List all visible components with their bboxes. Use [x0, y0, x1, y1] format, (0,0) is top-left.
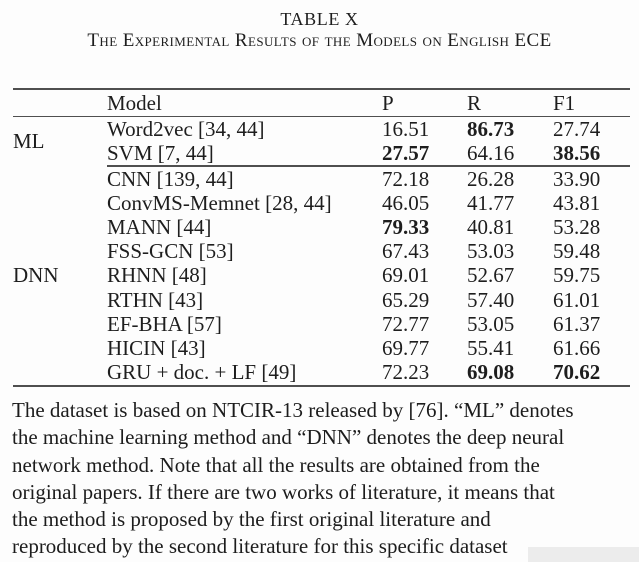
table-caption: The Experimental Results of the Models o… — [87, 30, 552, 51]
model-cell: EF-BHA [57] — [107, 312, 222, 336]
table-row: RTHN [43] 65.29 57.40 61.01 — [13, 288, 630, 312]
page-edge-artifact — [528, 547, 639, 562]
p-cell: 72.77 — [382, 312, 430, 336]
model-cell: ConvMS-Memnet [28, 44] — [107, 191, 332, 215]
p-cell: 69.01 — [382, 263, 430, 288]
r-cell: 40.81 — [467, 215, 515, 239]
r-cell: 53.05 — [467, 312, 515, 336]
model-column-header: Model — [107, 88, 382, 117]
p-cell: 27.57 — [382, 141, 467, 167]
f1-cell: 33.90 — [553, 166, 601, 191]
footnote-line: the machine learning method and “DNN” de… — [12, 425, 565, 450]
r-cell: 26.28 — [467, 166, 515, 191]
f1-column-header: F1 — [553, 88, 630, 117]
table-row: HICIN [43] 69.77 55.41 61.66 — [13, 336, 630, 360]
model-cell: CNN [139, 44] — [107, 166, 234, 191]
r-cell: 53.03 — [467, 239, 515, 264]
group-label-dnn: DNN — [13, 166, 107, 387]
table-footnote: The dataset is based on NTCIR-13 release… — [12, 397, 639, 561]
footnote-line: The dataset is based on NTCIR-13 release… — [12, 398, 574, 422]
model-cell: GRU + doc. + LF [49] — [107, 360, 382, 387]
model-cell: MANN [44] — [107, 215, 212, 239]
table-number-title: TABLE X — [280, 9, 359, 29]
f1-cell: 61.66 — [553, 336, 601, 360]
model-cell: Word2vec [34, 44] — [107, 116, 265, 141]
p-cell: 72.18 — [382, 166, 430, 191]
table-row: ConvMS-Memnet [28, 44] 46.05 41.77 43.81 — [13, 191, 630, 215]
table-row: RHNN [48] 69.01 52.67 59.75 — [13, 264, 630, 288]
p-cell: 72.23 — [382, 360, 467, 387]
model-cell: SVM [7, 44] — [107, 141, 382, 167]
table-row: SVM [7, 44] 27.57 64.16 38.56 — [13, 141, 630, 167]
group-label-ml: ML — [13, 129, 45, 153]
p-cell: 67.43 — [382, 239, 430, 264]
recall-column-header: R — [467, 88, 553, 117]
model-cell: FSS-GCN [53] — [107, 239, 234, 264]
p-cell: 79.33 — [382, 215, 430, 239]
group-column-header — [13, 88, 107, 117]
f1-cell: 61.01 — [553, 287, 601, 312]
r-cell: 64.16 — [467, 141, 553, 167]
footnote-line: network method. Note that all the result… — [12, 452, 540, 477]
footnote-line: original papers. If there are two works … — [12, 479, 555, 504]
f1-cell: 59.48 — [553, 239, 601, 264]
model-cell: HICIN [43] — [107, 336, 206, 360]
f1-cell: 27.74 — [553, 116, 601, 141]
p-cell: 46.05 — [382, 191, 430, 215]
r-cell: 69.08 — [467, 360, 553, 387]
r-cell: 86.73 — [467, 116, 515, 141]
r-cell: 57.40 — [467, 287, 515, 312]
r-cell: 52.67 — [467, 263, 515, 288]
footnote-line: the method is proposed by the first orig… — [12, 507, 491, 532]
f1-cell: 53.28 — [553, 215, 601, 239]
f1-cell: 59.75 — [553, 263, 601, 288]
results-table: Model P R F1 ML Word2vec [34, 44] 16.51 … — [13, 88, 630, 387]
header-row: Model P R F1 — [13, 88, 630, 117]
table-row: ML Word2vec [34, 44] 16.51 86.73 27.74 — [13, 116, 630, 151]
f1-cell: 38.56 — [553, 141, 630, 167]
p-cell: 69.77 — [382, 336, 430, 360]
f1-cell: 43.81 — [553, 191, 601, 215]
table-row: MANN [44] 79.33 40.81 53.28 — [13, 215, 630, 239]
precision-column-header: P — [382, 88, 467, 117]
f1-cell: 70.62 — [553, 360, 630, 387]
r-cell: 41.77 — [467, 191, 515, 215]
table-row: EF-BHA [57] 72.77 53.05 61.37 — [13, 312, 630, 336]
model-cell: RHNN [48] — [107, 263, 207, 288]
footnote-line: reproduced by the second literature for … — [12, 534, 508, 559]
table-row: GRU + doc. + LF [49] 72.23 69.08 70.62 — [13, 360, 630, 387]
p-cell: 16.51 — [382, 116, 430, 141]
f1-cell: 61.37 — [553, 312, 601, 336]
r-cell: 55.41 — [467, 336, 515, 360]
table-row: DNN CNN [139, 44] 72.18 26.28 33.90 — [13, 166, 630, 387]
p-cell: 65.29 — [382, 287, 430, 312]
model-cell: RTHN [43] — [107, 287, 204, 312]
table-row: FSS-GCN [53] 67.43 53.03 59.48 — [13, 240, 630, 264]
